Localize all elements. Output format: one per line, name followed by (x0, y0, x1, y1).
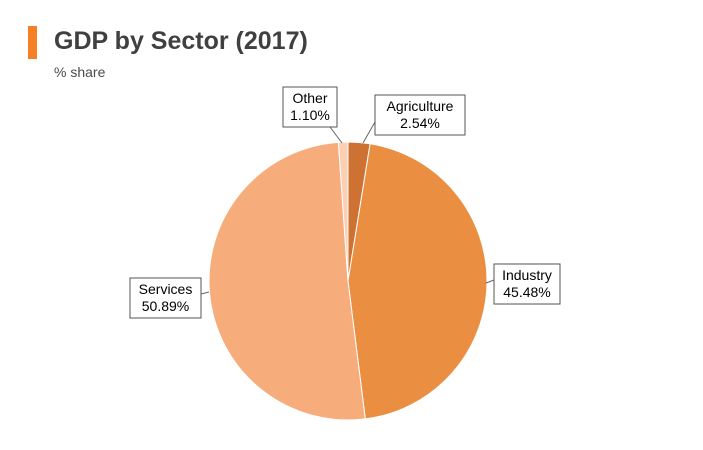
pie-slice-industry (347, 143, 488, 420)
connector-line (200, 291, 210, 295)
slice-value: 45.48% (503, 284, 550, 300)
slice-name: Industry (502, 267, 552, 283)
slice-value: 1.10% (290, 107, 330, 123)
label-box (129, 277, 202, 319)
label-box (374, 94, 466, 136)
pie-slice-other (337, 141, 349, 282)
slice-name: Other (292, 90, 327, 106)
slice-name: Services (139, 281, 193, 297)
chart-subtitle: % share (54, 64, 106, 80)
title-accent-bar (28, 26, 37, 59)
slice-value: 2.54% (400, 115, 440, 131)
connector-line (329, 126, 343, 144)
label-box (282, 86, 338, 128)
pie-slice-services (208, 141, 366, 421)
pie-slices (208, 141, 488, 421)
connector-line (485, 279, 495, 284)
slice-value: 50.89% (142, 298, 189, 314)
label-box (493, 263, 561, 305)
chart-title: GDP by Sector (2017) (54, 27, 308, 55)
slice-name: Agriculture (387, 98, 454, 114)
connector-line (362, 121, 376, 144)
